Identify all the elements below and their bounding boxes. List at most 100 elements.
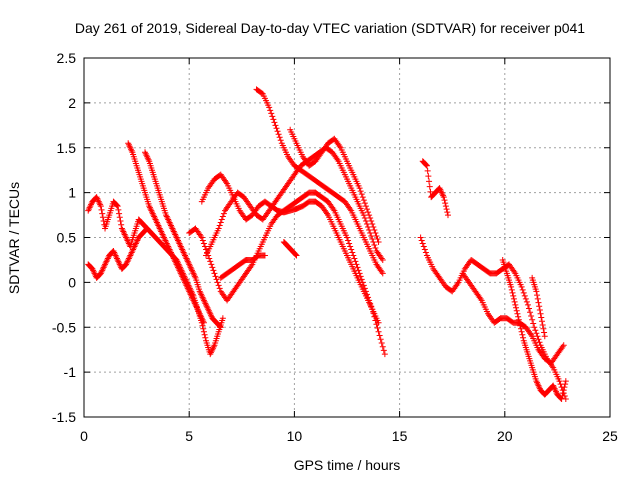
data-point: [216, 322, 223, 329]
data-point: [202, 300, 209, 307]
y-tick-label: 1: [68, 185, 76, 201]
data-point: [418, 237, 425, 244]
data-point: [158, 228, 165, 235]
data-point: [120, 230, 127, 237]
data-point: [177, 243, 184, 250]
data-point: [118, 225, 125, 232]
data-point: [125, 256, 132, 263]
data-point: [172, 259, 179, 266]
data-point: [508, 286, 515, 293]
data-point: [211, 270, 218, 277]
data-point: [439, 191, 446, 198]
data-point: [123, 234, 130, 241]
data-point: [381, 351, 388, 358]
data-point: [104, 255, 111, 262]
data-point: [114, 256, 121, 263]
y-tick-label: 2.5: [57, 50, 77, 66]
data-point: [149, 209, 156, 216]
data-point: [168, 224, 175, 231]
data-point: [176, 267, 183, 274]
data-point: [170, 227, 177, 234]
data-point: [365, 209, 372, 216]
data-point: [534, 295, 541, 302]
data-point: [90, 267, 97, 274]
data-point: [186, 288, 193, 295]
data-point: [210, 345, 217, 352]
x-tick-label: 25: [602, 428, 618, 444]
data-point: [116, 214, 123, 221]
data-point: [550, 382, 557, 389]
data-point: [516, 319, 523, 326]
data-point: [368, 218, 375, 225]
data-point: [99, 214, 106, 221]
data-point: [88, 201, 95, 208]
y-tick-label: 0.5: [57, 230, 77, 246]
data-point: [99, 265, 106, 272]
data-point: [159, 231, 166, 238]
data-point: [142, 150, 149, 157]
data-point: [189, 295, 196, 302]
data-point: [149, 210, 156, 217]
data-point: [165, 244, 172, 251]
data-point: [116, 261, 123, 268]
data-point: [103, 258, 110, 265]
data-point: [207, 258, 214, 265]
data-point: [182, 280, 189, 287]
data-point: [361, 215, 368, 222]
data-point: [375, 238, 382, 245]
data-point: [178, 271, 185, 278]
data-point: [198, 234, 205, 241]
data-point: [90, 268, 97, 275]
data-point: [267, 107, 274, 114]
data-point: [162, 237, 169, 244]
data-point: [217, 219, 224, 226]
data-point: [536, 307, 543, 314]
data-point: [171, 256, 178, 263]
data-point: [421, 246, 428, 253]
data-point: [175, 238, 182, 245]
data-point: [177, 241, 184, 248]
data-point: [378, 339, 385, 346]
series-track: [499, 256, 569, 403]
data-point: [111, 249, 118, 256]
data-point: [200, 318, 207, 325]
data-point: [192, 301, 199, 308]
data-point: [123, 259, 130, 266]
data-point: [560, 342, 567, 349]
data-point: [169, 252, 176, 259]
data-point: [357, 273, 364, 280]
data-point: [183, 282, 190, 289]
data-point: [124, 237, 131, 244]
data-point: [200, 297, 207, 304]
data-point: [536, 384, 543, 391]
data-point: [205, 307, 212, 314]
data-point: [98, 268, 105, 275]
y-tick-label: -0.5: [52, 319, 76, 335]
series-track: [125, 140, 207, 326]
data-point: [560, 387, 567, 394]
data-point: [132, 241, 139, 248]
y-tick-label: 2: [68, 95, 76, 111]
data-point: [170, 253, 177, 260]
data-point: [419, 240, 426, 247]
data-point: [200, 328, 207, 335]
data-point: [200, 240, 207, 247]
data-point: [201, 298, 208, 305]
data-point: [220, 210, 227, 217]
data-point: [129, 247, 136, 254]
data-point: [157, 227, 164, 234]
data-point: [378, 268, 385, 275]
data-point: [219, 213, 226, 220]
data-point: [180, 276, 187, 283]
data-point: [344, 234, 350, 241]
data-point: [417, 234, 424, 241]
data-point: [525, 305, 532, 312]
series-track: [85, 225, 151, 281]
data-point: [511, 268, 518, 275]
data-point: [121, 231, 128, 238]
data-point: [169, 225, 176, 232]
data-point: [426, 178, 433, 185]
data-point: [185, 286, 192, 293]
data-point: [185, 259, 192, 266]
data-point: [373, 233, 380, 240]
